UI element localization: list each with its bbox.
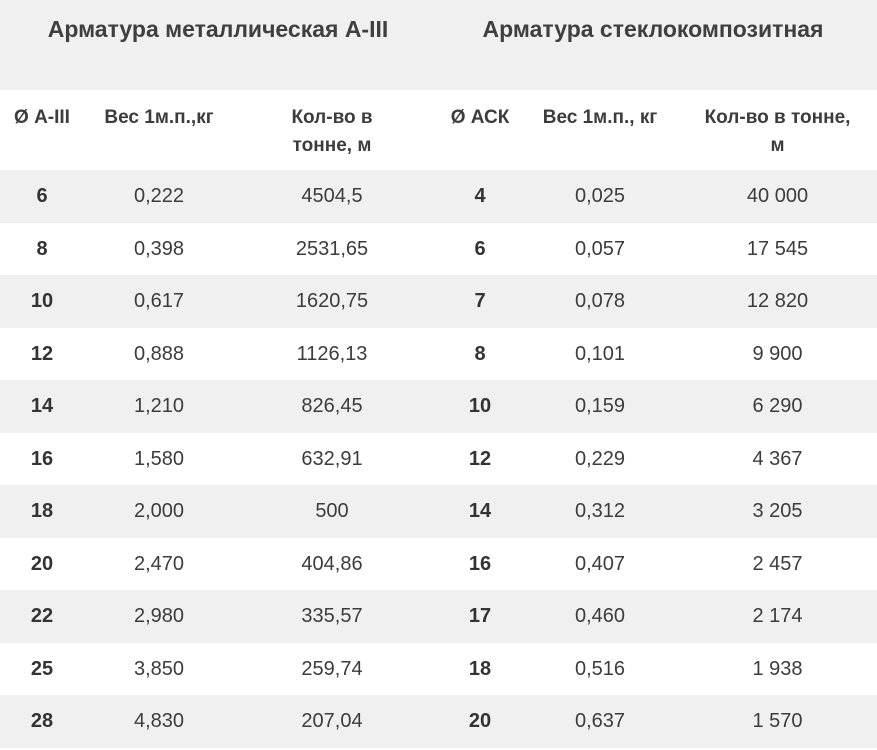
cell-length-per-ton-composite: 3 205: [752, 500, 803, 522]
cell-diameter-ask: 8: [474, 342, 486, 365]
cell-diameter-ask: 17: [468, 605, 492, 627]
cell-length-per-ton-composite: 1 570: [752, 710, 803, 732]
table-row: 25 3,850 259,74 18 0,516 1 938: [0, 643, 877, 696]
table-row: 14 1,210 826,45 10 0,159 6 290: [0, 380, 877, 433]
cell-length-per-ton-composite: 6 290: [752, 395, 803, 417]
cell-weight-metal: 1,210: [133, 395, 185, 417]
cell-weight-metal: 2,980: [133, 605, 185, 627]
cell-length-per-ton-composite: 17 545: [746, 237, 809, 260]
cell-diameter-a3: 18: [30, 500, 54, 522]
table-row: 16 1,580 632,91 12 0,229 4 367: [0, 433, 877, 486]
cell-weight-composite: 0,101: [574, 342, 626, 365]
table-row: 18 2,000 500 14 0,312 3 205: [0, 485, 877, 538]
cell-weight-metal: 0,617: [133, 290, 185, 312]
table-row: 20 2,470 404,86 16 0,407 2 457: [0, 538, 877, 591]
cell-diameter-ask: 18: [468, 657, 492, 680]
cell-diameter-a3: 16: [30, 447, 54, 470]
title-metal-rebar: Арматура металлическая А-III: [47, 16, 389, 42]
cell-length-per-ton-composite: 4 367: [752, 447, 803, 470]
cell-weight-metal: 1,580: [133, 447, 185, 470]
cell-length-per-ton-metal: 1126,13: [296, 342, 368, 365]
cell-length-per-ton-metal: 1620,75: [295, 290, 369, 312]
header-weight-composite: Вес 1м.п., кг: [542, 107, 658, 128]
cell-weight-composite: 0,312: [574, 500, 626, 522]
cell-length-per-ton-metal: 632,91: [301, 447, 363, 470]
cell-length-per-ton-metal: 335,57: [301, 605, 363, 627]
cell-weight-composite: 0,637: [574, 710, 626, 732]
header-weight-metal: Вес 1м.п.,кг: [104, 107, 214, 128]
table-row: 12 0,888 1126,13 8 0,101 9 900: [0, 328, 877, 381]
cell-length-per-ton-metal: 207,04: [301, 710, 363, 732]
header-length-per-ton-metal: Кол-во в тонне, м: [291, 107, 373, 156]
cell-length-per-ton-composite: 2 174: [752, 605, 803, 627]
cell-length-per-ton-metal: 2531,65: [295, 237, 369, 260]
cell-weight-composite: 0,078: [574, 290, 626, 312]
cell-weight-composite: 0,025: [574, 185, 626, 207]
cell-diameter-ask: 10: [468, 395, 492, 417]
table-row: 10 0,617 1620,75 7 0,078 12 820: [0, 275, 877, 328]
cell-length-per-ton-metal: 500: [315, 500, 349, 522]
cell-diameter-ask: 16: [468, 552, 492, 575]
cell-diameter-ask: 14: [468, 500, 492, 522]
cell-diameter-a3: 22: [30, 605, 54, 627]
cell-length-per-ton-composite: 1 938: [752, 657, 803, 680]
cell-weight-metal: 0,888: [133, 342, 185, 365]
header-length-per-ton-composite: Кол-во в тонне, м: [704, 107, 851, 156]
cell-length-per-ton-metal: 404,86: [301, 552, 363, 575]
title-composite-rebar: Арматура стеклокомпозитная: [482, 16, 824, 42]
cell-diameter-ask: 12: [468, 447, 492, 470]
cell-weight-metal: 0,398: [133, 237, 185, 260]
cell-weight-metal: 2,000: [133, 500, 185, 522]
cell-diameter-ask: 6: [474, 237, 486, 260]
cell-weight-composite: 0,407: [574, 552, 626, 575]
cell-diameter-a3: 12: [30, 342, 54, 365]
cell-length-per-ton-composite: 9 900: [752, 342, 803, 365]
table-body: 6 0,222 4504,5 4 0,025 40 000 8 0,398 2531,65 6 0,…: [0, 170, 877, 748]
header-diameter-a3: Ø А-III: [14, 107, 70, 128]
cell-diameter-a3: 6: [36, 185, 48, 207]
cell-length-per-ton-metal: 4504,5: [301, 185, 363, 207]
cell-weight-composite: 0,057: [574, 237, 626, 260]
cell-weight-composite: 0,460: [574, 605, 626, 627]
cell-diameter-a3: 25: [30, 657, 54, 680]
cell-length-per-ton-composite: 12 820: [746, 290, 809, 312]
table-row: 28 4,830 207,04 20 0,637 1 570: [0, 695, 877, 748]
cell-diameter-a3: 28: [30, 710, 54, 732]
cell-length-per-ton-metal: 259,74: [301, 657, 363, 680]
table-row: 6 0,222 4504,5 4 0,025 40 000: [0, 170, 877, 223]
cell-length-per-ton-metal: 826,45: [301, 395, 363, 417]
cell-weight-metal: 2,470: [133, 552, 185, 575]
column-headers: Ø А-III Вес 1м.п.,кг Кол-во в тонне, м Ø…: [0, 90, 877, 170]
cell-diameter-a3: 14: [30, 395, 54, 417]
header-diameter-ask: Ø АСК: [450, 107, 510, 128]
cell-diameter-ask: 4: [474, 185, 486, 207]
cell-diameter-ask: 20: [468, 710, 492, 732]
cell-weight-metal: 3,850: [133, 657, 185, 680]
table-row: 22 2,980 335,57 17 0,460 2 174: [0, 590, 877, 643]
table-titles: Арматура металлическая А-III Арматура ст…: [0, 0, 877, 90]
cell-weight-composite: 0,159: [574, 395, 626, 417]
cell-diameter-ask: 7: [474, 290, 486, 312]
cell-diameter-a3: 10: [30, 290, 54, 312]
cell-length-per-ton-composite: 2 457: [752, 552, 803, 575]
cell-weight-metal: 4,830: [133, 710, 185, 732]
cell-weight-composite: 0,229: [574, 447, 626, 470]
cell-weight-composite: 0,516: [574, 657, 626, 680]
cell-length-per-ton-composite: 40 000: [746, 185, 809, 207]
cell-diameter-a3: 8: [36, 237, 48, 260]
table-row: 8 0,398 2531,65 6 0,057 17 545: [0, 223, 877, 276]
cell-weight-metal: 0,222: [133, 185, 185, 207]
cell-diameter-a3: 20: [30, 552, 54, 575]
